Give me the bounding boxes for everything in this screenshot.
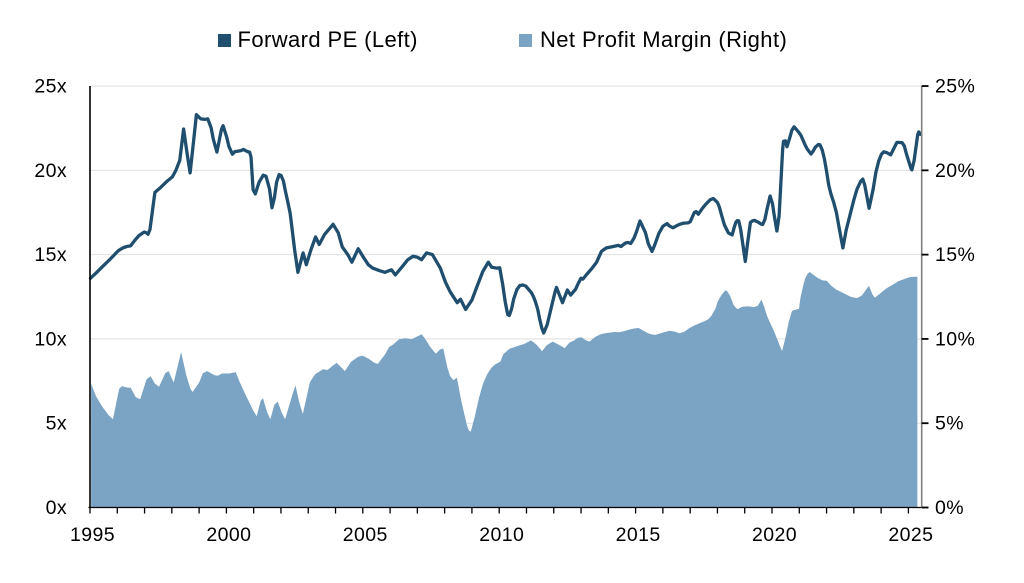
svg-text:Net Profit Margin (Right): Net Profit Margin (Right) [540, 27, 787, 52]
svg-text:2000: 2000 [206, 524, 251, 546]
svg-text:15%: 15% [935, 244, 975, 266]
svg-text:5%: 5% [935, 413, 964, 435]
svg-text:25x: 25x [34, 76, 67, 98]
svg-text:10x: 10x [34, 328, 67, 350]
svg-text:20x: 20x [34, 160, 67, 182]
svg-text:0%: 0% [935, 497, 964, 519]
svg-text:0x: 0x [46, 497, 67, 519]
svg-text:2005: 2005 [343, 524, 388, 546]
svg-text:2015: 2015 [616, 524, 661, 546]
svg-text:2025: 2025 [888, 524, 933, 546]
svg-text:2010: 2010 [479, 524, 524, 546]
svg-text:5x: 5x [46, 413, 67, 435]
svg-text:15x: 15x [34, 244, 67, 266]
svg-text:1995: 1995 [70, 524, 115, 546]
svg-text:10%: 10% [935, 328, 975, 350]
svg-text:Forward PE (Left): Forward PE (Left) [238, 27, 418, 52]
svg-text:25%: 25% [935, 76, 975, 98]
svg-text:20%: 20% [935, 160, 975, 182]
svg-text:2020: 2020 [752, 524, 797, 546]
